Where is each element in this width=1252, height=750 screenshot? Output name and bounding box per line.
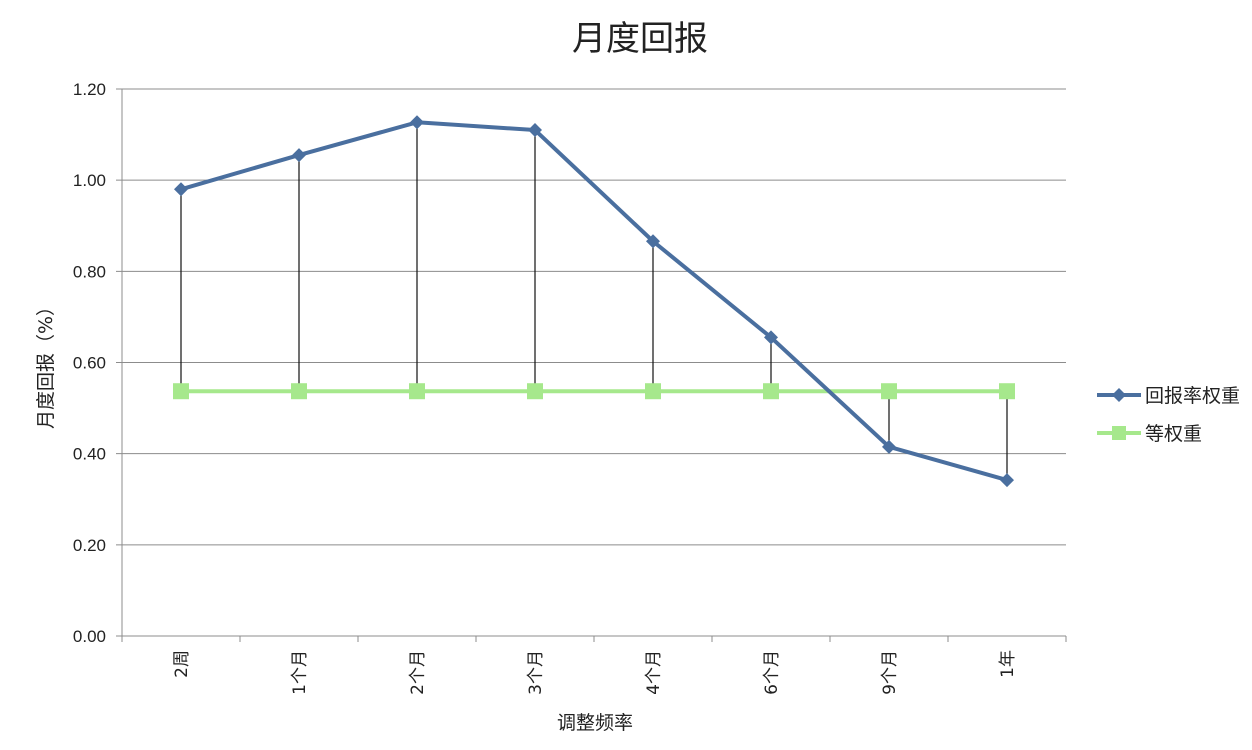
y-tick-label: 0.20 — [73, 536, 106, 555]
x-tick-label: 9个月 — [880, 650, 900, 695]
x-tick-label: 2周 — [172, 650, 192, 678]
legend-marker — [1112, 388, 1126, 402]
data-point — [174, 182, 188, 197]
legend-entry: 等权重 — [1097, 423, 1202, 445]
y-axis-ticks: 0.00 0.20 0.40 0.60 0.80 1.00 1.20 — [73, 80, 106, 646]
legend-entry: 回报率权重 — [1097, 385, 1240, 407]
data-point — [999, 383, 1015, 400]
x-tick-label: 3个月 — [526, 650, 546, 695]
data-point — [528, 123, 542, 138]
y-tick-label: 0.80 — [73, 262, 106, 281]
series-layer — [173, 115, 1015, 488]
x-axis-ticks: 2周 1个月 2个月 3个月 4个月 6个月 9个月 1年 — [121, 636, 1067, 695]
series-2 — [173, 383, 1015, 400]
data-point — [527, 383, 543, 400]
data-point — [292, 148, 306, 163]
data-point — [764, 330, 778, 345]
data-point — [646, 234, 660, 249]
series-line — [180, 120, 1008, 483]
x-axis-label: 调整频率 — [557, 712, 633, 734]
chart-title: 月度回报 — [572, 19, 708, 59]
data-point — [763, 383, 779, 400]
data-point — [882, 439, 896, 454]
x-tick-label: 4个月 — [644, 650, 664, 695]
y-tick-label: 1.20 — [73, 80, 106, 99]
data-point — [409, 383, 425, 400]
data-point — [881, 383, 897, 400]
legend-label: 回报率权重 — [1145, 385, 1240, 407]
y-tick-label: 0.60 — [73, 354, 106, 373]
y-tick-label: 0.40 — [73, 445, 106, 464]
x-tick-label: 1年 — [998, 650, 1018, 678]
x-tick-label: 1个月 — [290, 650, 310, 695]
legend-label: 等权重 — [1145, 423, 1202, 445]
legend-marker — [1112, 426, 1126, 440]
y-axis-label: 月度回报（%） — [35, 297, 57, 429]
x-tick-label: 2个月 — [408, 650, 428, 695]
data-point — [173, 383, 189, 400]
series-1 — [174, 115, 1014, 488]
data-point — [410, 115, 424, 130]
data-point — [645, 383, 661, 400]
data-point — [291, 383, 307, 400]
y-tick-label: 0.00 — [73, 627, 106, 646]
gridlines — [116, 88, 1066, 637]
y-tick-label: 1.00 — [73, 171, 106, 190]
x-tick-label: 6个月 — [762, 650, 782, 695]
data-point — [1000, 473, 1014, 488]
drop-lines — [180, 122, 1008, 481]
